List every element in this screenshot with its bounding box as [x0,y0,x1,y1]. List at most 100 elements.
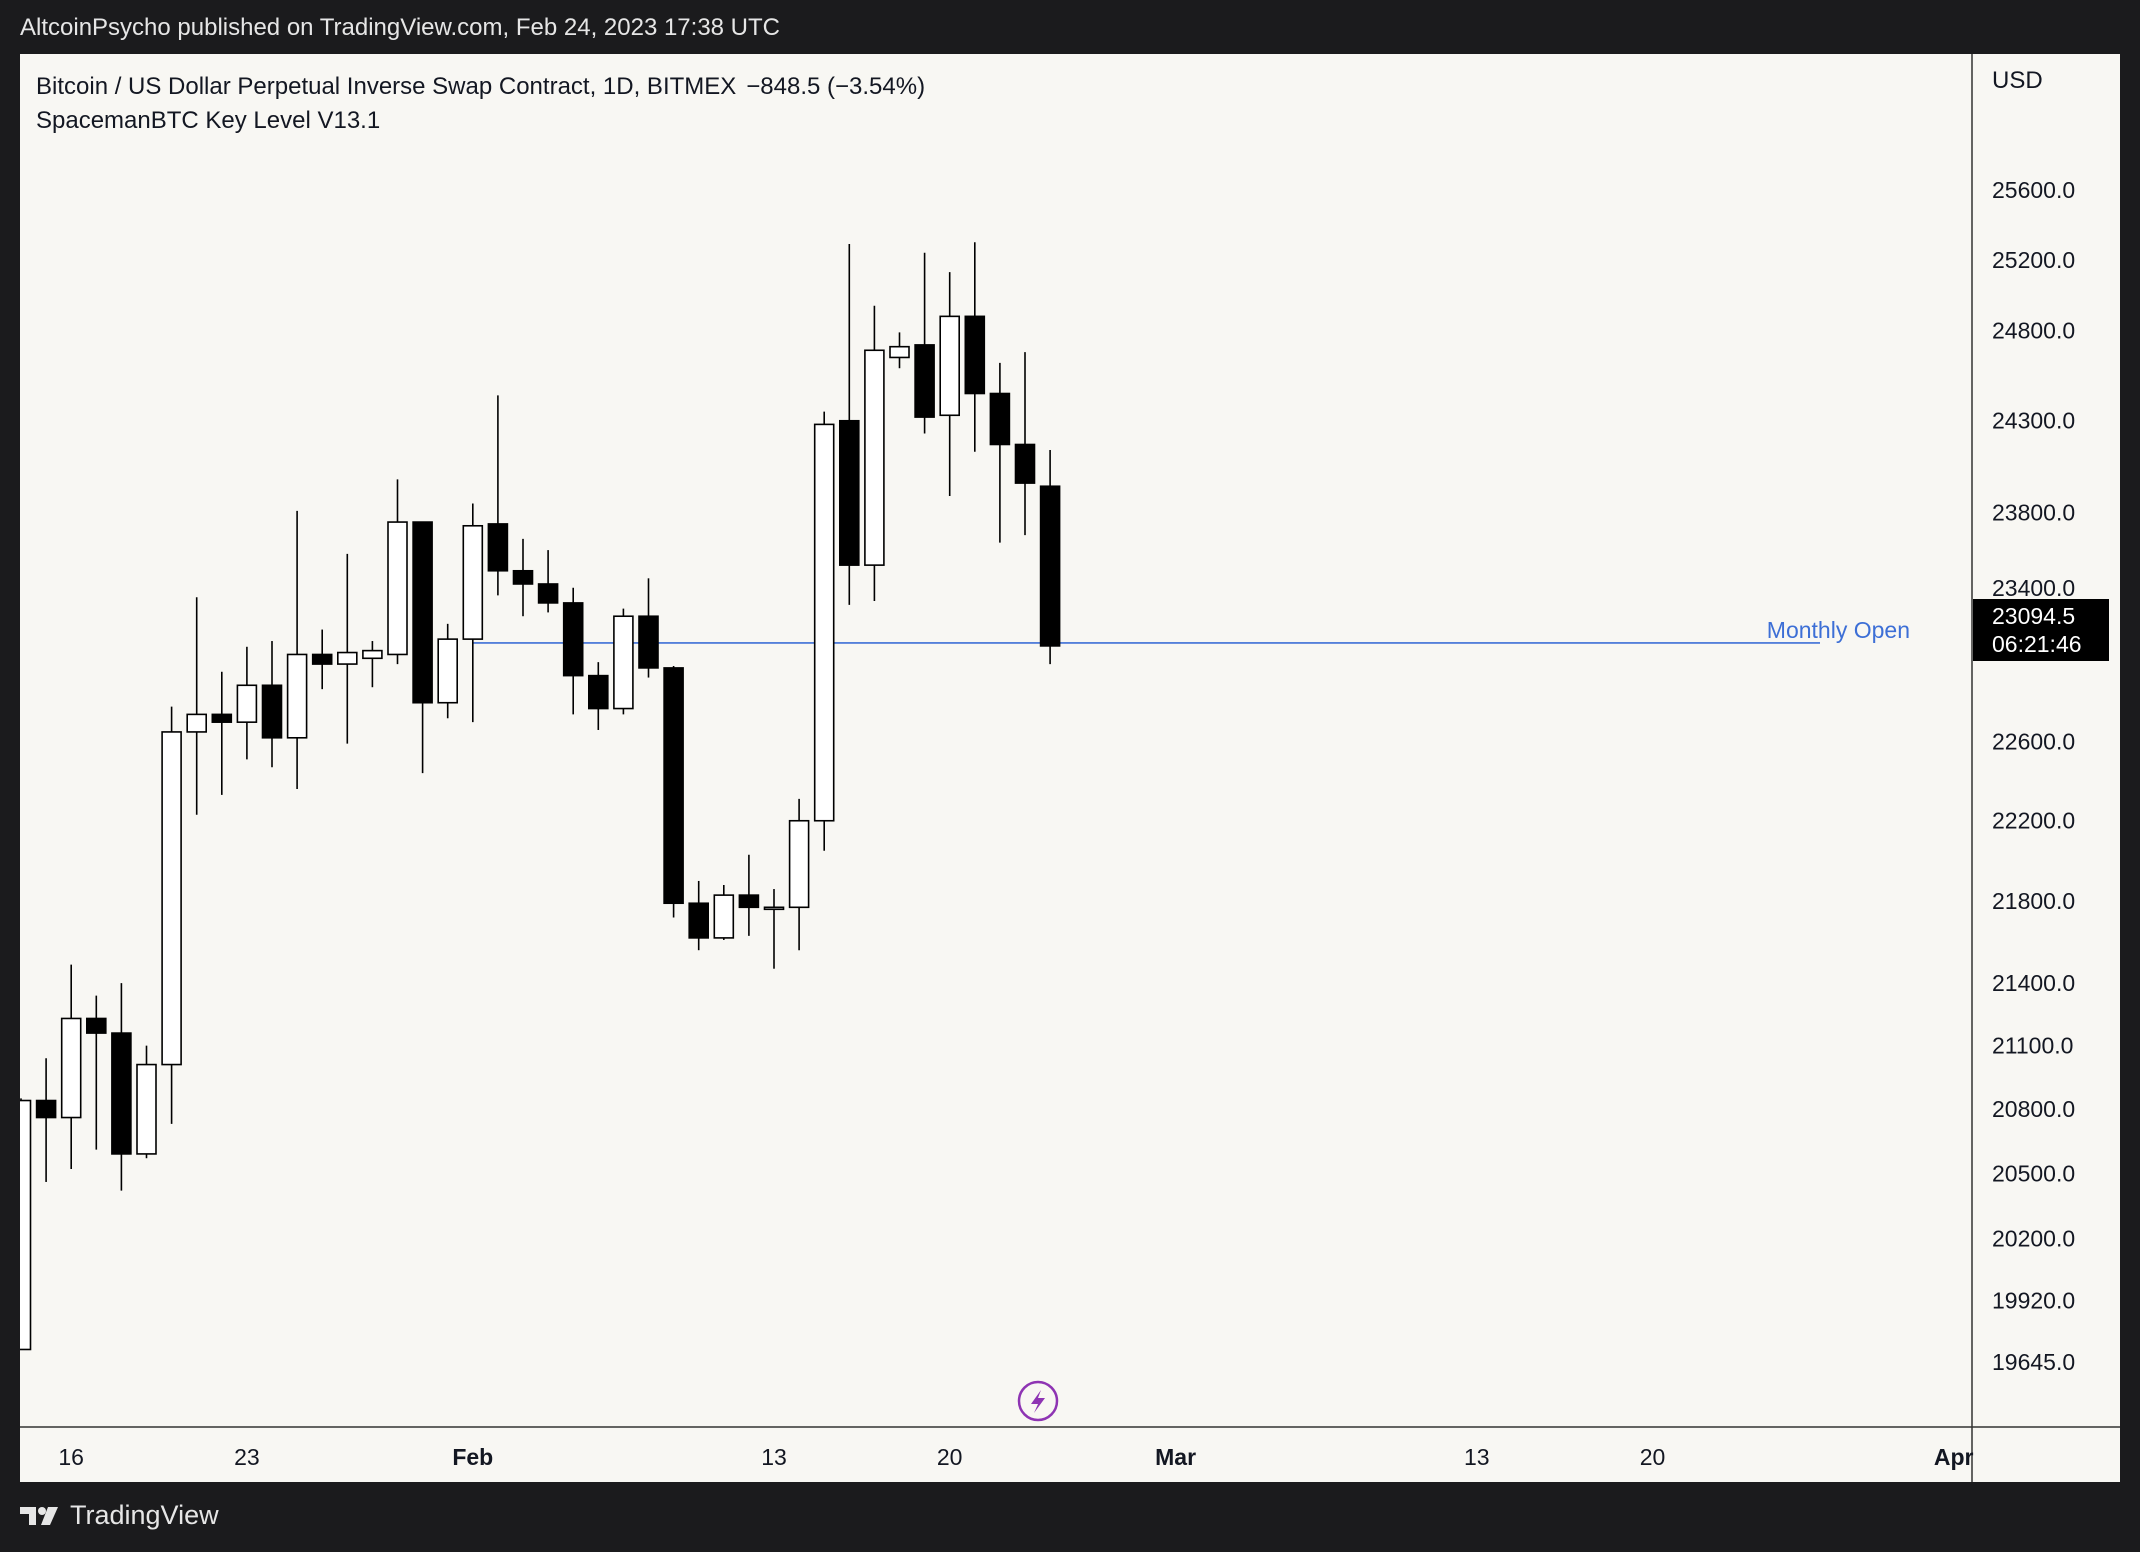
candle-body [964,315,986,395]
candle-body [111,1032,132,1155]
price-tick-label: 20200.0 [1992,1226,2075,1252]
candle-body [20,1099,32,1351]
price-tick-label: 22600.0 [1992,729,2075,755]
price-axis[interactable]: USD 25600.0 25200.0 24800.0 24300.0 23800.0 2… [1992,67,2075,1375]
candle[interactable] [763,889,785,969]
candle[interactable] [60,964,82,1169]
published-line: AltcoinPsycho published on TradingView.c… [20,14,781,41]
candle-body [537,583,559,604]
candle[interactable] [111,983,132,1191]
candle[interactable] [562,587,584,715]
candle-body [412,521,433,704]
candle[interactable] [311,629,333,690]
candle-body [336,651,358,665]
chart-panel[interactable]: Monthly Open USD 25600.0 25200.0 24800.0 24… [20,54,2120,1482]
symbol-description: Bitcoin / US Dollar Perpetual Inverse Sw… [36,73,737,100]
monthly-open-label: Monthly Open [1767,617,1910,643]
candle[interactable] [537,550,559,613]
candle-body [462,524,484,640]
candle[interactable] [864,305,885,602]
candle[interactable] [838,244,860,605]
price-tick-label: 20800.0 [1992,1096,2075,1122]
candle[interactable] [889,332,910,369]
candle[interactable] [1039,449,1061,665]
current-price-label: 23094.5 [1992,603,2075,629]
candle[interactable] [387,479,408,665]
candle[interactable] [813,411,835,851]
candle[interactable] [286,510,308,789]
candle[interactable] [487,395,509,596]
time-axis[interactable]: 16 23 Feb 13 20 Mar 13 20 Apr [58,1444,1973,1470]
candle[interactable] [939,272,961,497]
candle-body [487,523,509,572]
candle[interactable] [738,854,760,936]
time-tick-label: Apr [1934,1444,1974,1470]
candle[interactable] [136,1045,157,1159]
candle-body [788,819,810,909]
price-tick-label: 21100.0 [1992,1033,2073,1059]
candle-body [236,684,258,723]
candle-body [914,344,935,418]
candle[interactable] [638,578,659,678]
tradingview-logo-icon [20,1505,60,1527]
price-tag-background [1973,599,2109,661]
candle-body [437,638,459,704]
candle[interactable] [512,538,534,617]
candle[interactable] [86,995,107,1150]
candle[interactable] [462,503,484,723]
candle[interactable] [236,646,258,760]
candle[interactable] [989,362,1011,543]
price-tick-label: 20500.0 [1992,1160,2075,1186]
indicator-name[interactable]: SpacemanBTC Key Level V13.1 [36,107,381,134]
candle-body [512,569,534,585]
candle[interactable] [788,798,810,951]
candle-body [638,615,659,669]
candle[interactable] [161,706,182,1124]
candle[interactable] [437,623,459,719]
candle[interactable] [362,641,383,688]
candle[interactable] [713,884,735,940]
price-tick-label: 24300.0 [1992,408,2075,434]
candle[interactable] [914,252,935,434]
candle-body [989,392,1011,446]
price-tick-label: 21800.0 [1992,888,2075,914]
candle[interactable] [261,641,283,768]
candle-body [86,1017,107,1034]
candle[interactable] [412,521,433,774]
time-tick-label: 13 [761,1444,787,1470]
candle-body [838,419,860,566]
candle[interactable] [587,662,609,730]
chart-legend[interactable]: Bitcoin / US Dollar Perpetual Inverse Sw… [36,70,925,138]
candle[interactable] [35,1058,57,1182]
candle-body [864,349,885,566]
current-price-tag: 23094.5 06:21:46 [1973,599,2109,661]
price-tick-label: 25200.0 [1992,247,2075,273]
lightning-icon[interactable] [1017,1380,1059,1422]
candle[interactable] [20,1098,32,1351]
time-tick-label: 23 [234,1444,260,1470]
candle-body [362,649,383,660]
candle[interactable] [964,242,986,452]
candle-body [587,674,609,710]
candle[interactable] [186,597,207,815]
candlestick-chart[interactable]: Monthly Open USD 25600.0 25200.0 24800.0 24… [20,54,2120,1482]
legend-symbol-row[interactable]: Bitcoin / US Dollar Perpetual Inverse Sw… [36,70,925,104]
price-tick-label: 23800.0 [1992,500,2075,526]
candle-body [186,713,207,733]
candle-body [35,1099,57,1119]
candle-body [60,1017,82,1119]
price-change: −848.5 (−3.54%) [746,73,926,100]
candle[interactable] [336,553,358,744]
candle[interactable] [211,671,233,795]
candle[interactable] [663,665,684,918]
candle-body [562,602,584,677]
candle-body [713,894,735,939]
plot-area[interactable]: Monthly Open [20,242,1910,1351]
footer: TradingView [20,1500,219,1531]
candle-body [1014,443,1036,484]
candle[interactable] [1014,352,1036,536]
time-tick-label: Mar [1155,1444,1196,1470]
candle[interactable] [613,608,634,715]
candle[interactable] [688,880,710,951]
brand-name: TradingView [70,1500,219,1530]
